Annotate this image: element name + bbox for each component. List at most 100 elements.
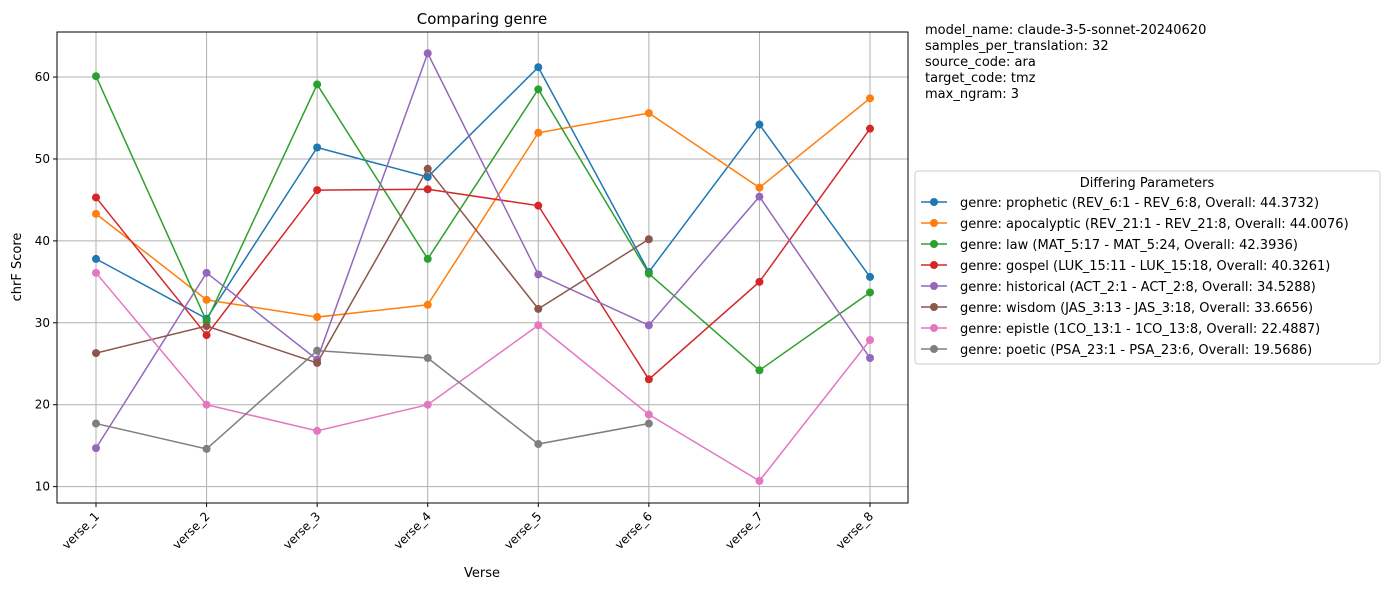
data-point [866, 335, 874, 344]
legend-label: genre: epistle (1CO_13:1 - 1CO_13:8, Ove… [960, 322, 1320, 337]
legend-entry: genre: apocalyptic (REV_21:1 - REV_21:8,… [921, 217, 1349, 232]
x-tick-label: verse_5 [501, 509, 544, 552]
data-point [534, 440, 543, 449]
x-axis: verse_1 verse_2 verse_3 verse_4 verse_5 verse… [59, 503, 876, 552]
series-line [95, 167, 650, 364]
series-7 [92, 346, 653, 453]
data-point [755, 277, 764, 286]
series-line [95, 349, 649, 450]
data-point [92, 72, 100, 81]
data-point [202, 295, 211, 304]
y-axis-label: chrF Score [10, 233, 25, 302]
data-point [534, 128, 543, 137]
data-point [755, 183, 764, 192]
data-point [423, 400, 432, 409]
data-point [313, 346, 322, 355]
param-source-code: source_code: ara [925, 55, 1036, 70]
y-tick-label: 20 [35, 398, 50, 412]
legend-label: genre: prophetic (REV_6:1 - REV_6:8, Ove… [960, 196, 1319, 211]
data-point [755, 476, 764, 485]
y-tick-label: 30 [35, 316, 50, 330]
legend-entry: genre: wisdom (JAS_3:13 - JAS_3:18, Over… [921, 301, 1313, 316]
param-samples: samples_per_translation: 32 [925, 39, 1109, 54]
legend-label: genre: wisdom (JAS_3:13 - JAS_3:18, Over… [960, 301, 1313, 316]
legend-entry: genre: historical (ACT_2:1 - ACT_2:8, Ov… [921, 280, 1316, 295]
data-point [92, 268, 100, 277]
param-model-name: model_name: claude-3-5-sonnet-20240620 [925, 23, 1206, 38]
data-point [534, 304, 543, 313]
data-point [423, 172, 432, 181]
legend-entry: genre: gospel (LUK_15:11 - LUK_15:18, Ov… [921, 259, 1330, 274]
data-point [644, 419, 653, 428]
data-point [313, 313, 322, 322]
legend-label: genre: historical (ACT_2:1 - ACT_2:8, Ov… [960, 280, 1316, 295]
legend-marker [930, 198, 938, 206]
data-point [202, 444, 211, 453]
legend-marker [930, 282, 938, 290]
x-tick-label: verse_1 [59, 509, 102, 552]
data-point [534, 201, 543, 210]
param-max-ngram: max_ngram: 3 [925, 87, 1019, 102]
data-point [202, 322, 211, 331]
y-tick-label: 40 [35, 234, 50, 248]
legend-marker [930, 240, 938, 248]
x-tick-label: verse_8 [833, 509, 876, 552]
y-tick-label: 50 [35, 152, 50, 166]
parameter-info: model_name: claude-3-5-sonnet-20240620 s… [925, 23, 1206, 102]
data-point [313, 186, 322, 195]
data-point [866, 94, 874, 103]
series-6 [92, 268, 874, 485]
data-point [202, 331, 211, 340]
legend-marker [930, 324, 938, 332]
data-point [534, 321, 543, 330]
legend-entry: genre: law (MAT_5:17 - MAT_5:24, Overall… [921, 238, 1298, 253]
data-point [534, 63, 543, 72]
legend-entry: genre: poetic (PSA_23:1 - PSA_23:6, Over… [921, 343, 1312, 358]
data-point [423, 185, 432, 194]
data-point [92, 444, 100, 453]
data-point [92, 193, 100, 202]
series-1 [92, 94, 874, 322]
x-tick-label: verse_6 [612, 509, 655, 552]
legend-label: genre: poetic (PSA_23:1 - PSA_23:6, Over… [960, 343, 1312, 358]
data-point [755, 192, 764, 201]
series-4 [92, 49, 874, 453]
chart-title: Comparing genre [417, 10, 547, 28]
series-line [95, 97, 871, 318]
legend-marker [930, 219, 938, 227]
plot-area [56, 31, 909, 504]
data-point [313, 143, 322, 152]
y-tick-label: 10 [35, 480, 50, 494]
data-point [866, 272, 874, 281]
legend-entry: genre: prophetic (REV_6:1 - REV_6:8, Ove… [921, 196, 1319, 211]
data-point [92, 254, 100, 263]
legend-entry: genre: epistle (1CO_13:1 - 1CO_13:8, Ove… [921, 322, 1320, 337]
data-point [534, 270, 543, 279]
data-point [313, 426, 322, 435]
data-point [644, 410, 653, 419]
data-point [313, 358, 322, 367]
series-line [95, 51, 871, 449]
series-5 [92, 164, 653, 367]
series-line [95, 75, 871, 372]
data-point [866, 288, 874, 297]
legend-label: genre: law (MAT_5:17 - MAT_5:24, Overall… [960, 238, 1298, 253]
data-point [202, 400, 211, 409]
data-point [644, 375, 653, 384]
series-2 [92, 72, 874, 375]
legend-label: genre: gospel (LUK_15:11 - LUK_15:18, Ov… [960, 259, 1330, 274]
series-3 [92, 124, 874, 384]
data-point [423, 49, 432, 58]
data-point [313, 80, 322, 89]
x-tick-label: verse_7 [723, 509, 766, 552]
data-point [92, 419, 100, 428]
data-point [423, 254, 432, 263]
legend-marker [930, 303, 938, 311]
data-point [755, 120, 764, 129]
data-point [644, 321, 653, 330]
series-line [95, 128, 871, 381]
x-tick-label: verse_4 [391, 509, 434, 552]
legend-box [914, 170, 1381, 365]
data-point [92, 349, 100, 358]
data-point [423, 164, 432, 173]
